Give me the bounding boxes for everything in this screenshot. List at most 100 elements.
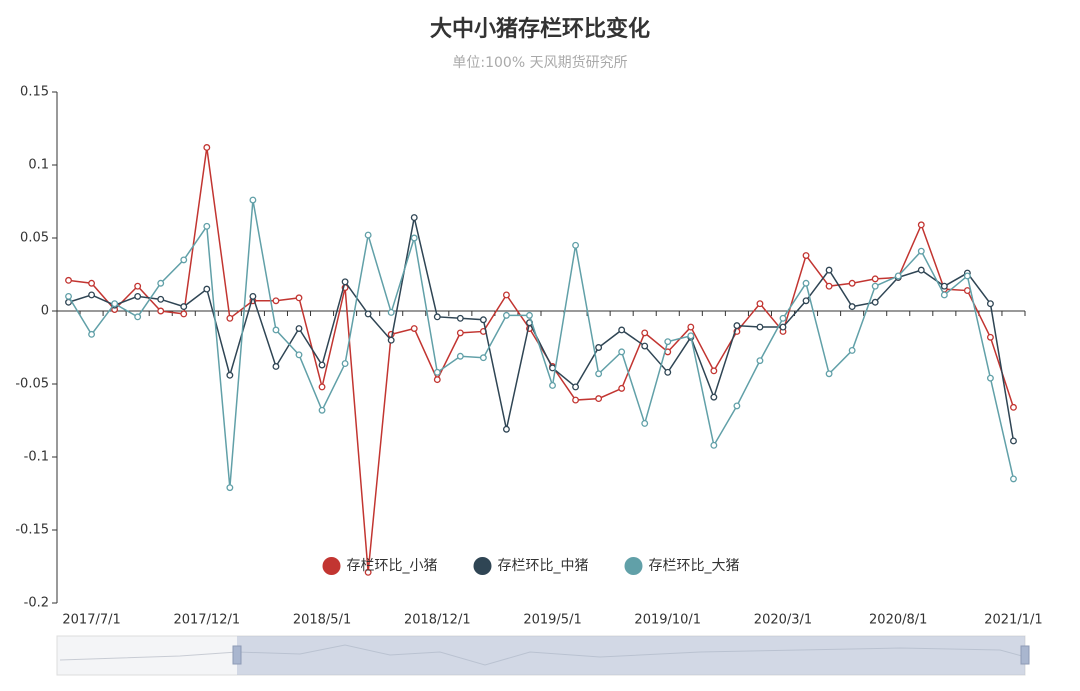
- data-point: [88, 279, 96, 287]
- data-point: [433, 376, 441, 384]
- data-point: [364, 310, 372, 318]
- data-point: [341, 360, 349, 368]
- data-point: [502, 311, 510, 319]
- legend-item[interactable]: 存栏环比_中猪: [473, 557, 589, 575]
- data-point: [595, 370, 603, 378]
- legend-swatch: [473, 557, 492, 575]
- legend-item[interactable]: 存栏环比_大猪: [624, 557, 740, 575]
- y-tick-label: -0.2: [24, 596, 49, 611]
- data-point: [825, 282, 833, 290]
- data-point: [410, 234, 418, 242]
- zoom-handle[interactable]: [232, 645, 242, 665]
- data-point: [871, 282, 879, 290]
- legend-label: 存栏环比_中猪: [498, 558, 589, 574]
- legend-item[interactable]: 存栏环比_小猪: [322, 557, 438, 575]
- chart-title: 大中小猪存栏环比变化: [430, 16, 650, 42]
- zoom-selection[interactable]: [237, 636, 1025, 675]
- series-line: [68, 217, 1015, 442]
- data-point: [940, 291, 948, 299]
- data-point: [318, 383, 326, 391]
- x-tick-label: 2019/10/1: [634, 613, 701, 628]
- data-point: [134, 282, 142, 290]
- data-point: [364, 568, 372, 576]
- x-tick-label: 2018/12/1: [404, 613, 471, 628]
- data-point: [848, 346, 856, 354]
- data-point: [756, 357, 764, 365]
- chart-subtitle: 单位:100% 天风期货研究所: [452, 54, 627, 71]
- data-point: [802, 279, 810, 287]
- data-point: [456, 352, 464, 360]
- data-point: [687, 323, 695, 331]
- data-point: [917, 247, 925, 255]
- data-point: [572, 241, 580, 249]
- y-tick-label: -0.1: [24, 450, 49, 465]
- x-tick-label: 2019/5/1: [523, 613, 581, 628]
- data-point: [318, 361, 326, 369]
- series-line: [68, 147, 1015, 573]
- data-point: [272, 363, 280, 370]
- data-point: [111, 300, 119, 308]
- y-tick-label: 0.05: [20, 231, 49, 246]
- data-point: [710, 393, 718, 401]
- data-zoom[interactable]: [56, 635, 1030, 676]
- data-point: [825, 370, 833, 378]
- data-point: [664, 368, 672, 376]
- data-point: [65, 292, 72, 300]
- data-point: [203, 285, 211, 293]
- data-point: [295, 351, 303, 359]
- data-point: [157, 279, 165, 287]
- data-point: [940, 282, 948, 290]
- series-line: [67, 199, 1015, 488]
- x-tick-label: 2020/3/1: [754, 613, 812, 628]
- data-point: [364, 231, 372, 239]
- data-point: [479, 316, 487, 324]
- data-point: [1010, 437, 1017, 445]
- legend-label: 存栏环比_小猪: [347, 558, 438, 574]
- data-point: [456, 314, 464, 322]
- data-point: [779, 314, 787, 322]
- data-point: [1010, 403, 1017, 411]
- data-point: [779, 323, 787, 331]
- x-tick-label: 2021/1/1: [984, 613, 1042, 628]
- zoom-handle[interactable]: [1020, 645, 1030, 665]
- data-point: [249, 292, 257, 300]
- legend-swatch: [624, 557, 643, 575]
- data-point: [433, 313, 441, 321]
- data-point: [871, 275, 879, 283]
- data-point: [134, 292, 142, 300]
- data-point: [595, 395, 603, 403]
- data-point: [1010, 475, 1017, 483]
- y-tick-label: -0.15: [15, 523, 49, 538]
- y-tick-label: 0: [41, 304, 49, 319]
- legend-swatch: [322, 557, 341, 575]
- data-point: [595, 344, 603, 351]
- data-point: [848, 279, 856, 287]
- data-point: [871, 298, 879, 306]
- data-point: [572, 383, 580, 391]
- data-point: [756, 323, 764, 331]
- data-point: [986, 333, 994, 341]
- data-point: [710, 441, 718, 449]
- data-point: [986, 300, 994, 308]
- data-point: [756, 300, 764, 308]
- data-point: [917, 221, 925, 229]
- data-point: [226, 314, 234, 322]
- data-point: [272, 326, 280, 334]
- data-point: [963, 272, 971, 280]
- data-point: [710, 367, 718, 375]
- data-point: [687, 332, 695, 340]
- data-point: [502, 291, 510, 299]
- data-point: [88, 291, 96, 299]
- data-point: [203, 144, 211, 151]
- data-point: [410, 325, 418, 332]
- data-point: [641, 342, 649, 350]
- data-point: [410, 214, 418, 222]
- data-point: [180, 310, 188, 318]
- data-point: [203, 222, 211, 230]
- data-point: [479, 354, 487, 362]
- data-point: [733, 322, 741, 330]
- data-point: [456, 329, 464, 337]
- data-point: [986, 374, 994, 382]
- data-point: [226, 484, 234, 492]
